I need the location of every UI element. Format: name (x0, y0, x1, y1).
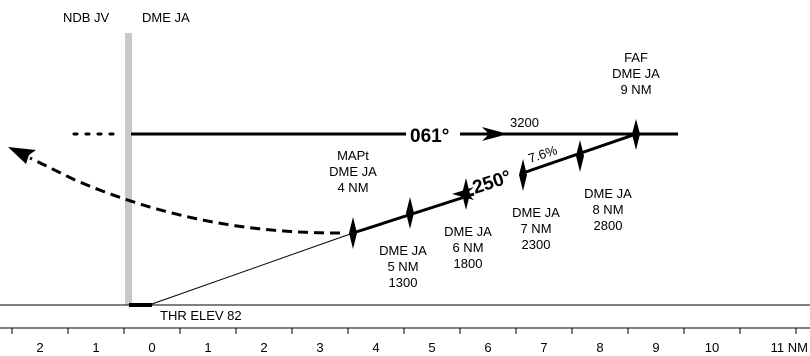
fix-5nm-distance: 5 NM (387, 259, 418, 274)
scale-label: 0 (148, 340, 155, 355)
ndb-label: NDB JV (63, 10, 110, 25)
fix-8nm-altitude: 2800 (594, 218, 623, 233)
fix-6nm-marker-icon (462, 178, 470, 210)
scale-ticks (11, 328, 797, 334)
scale-label: 1 (204, 340, 211, 355)
mapt-marker-icon (349, 217, 357, 249)
fix-6nm-altitude: 1800 (454, 256, 483, 271)
mapt-station: DME JA (329, 164, 377, 179)
scale-label: 8 (596, 340, 603, 355)
scale-label: 3 (316, 340, 323, 355)
scale-label: 9 (652, 340, 659, 355)
mapt-title: MAPt (337, 148, 369, 163)
dme-label: DME JA (142, 10, 190, 25)
faf-station: DME JA (612, 66, 660, 81)
faf-distance: 9 NM (620, 82, 651, 97)
fix-8nm-station: DME JA (584, 186, 632, 201)
missed-approach-path (29, 156, 341, 235)
thin-path-to-threshold (151, 232, 354, 305)
fix-6nm-station: DME JA (444, 224, 492, 239)
scale-label: 2 (260, 340, 267, 355)
fix-7nm-marker-icon (519, 159, 527, 191)
fix-5nm-altitude: 1300 (389, 275, 418, 290)
outbound-course-label: 250° (470, 167, 514, 199)
scale-label: 6 (484, 340, 491, 355)
track-arrow-icon (482, 127, 508, 141)
threshold-elevation-label: THR ELEV 82 (160, 308, 242, 323)
scale-label: 7 (540, 340, 547, 355)
altitude-3200-label: 3200 (510, 115, 539, 130)
scale-label: 2 (36, 340, 43, 355)
scale-label: 5 (428, 340, 435, 355)
fix-7nm-altitude: 2300 (522, 237, 551, 252)
scale-label: 10 (705, 340, 719, 355)
fix-6nm-distance: 6 NM (452, 240, 483, 255)
scale-label: 4 (372, 340, 379, 355)
fix-5nm-marker-icon (406, 197, 414, 229)
missed-approach-arrow-icon (8, 147, 36, 164)
scale-label: 1 (92, 340, 99, 355)
mapt-distance: 4 NM (337, 180, 368, 195)
scale-label-units: 11 NM (771, 340, 808, 355)
fix-7nm-station: DME JA (512, 205, 560, 220)
station-vertical-bar (125, 33, 132, 305)
faf-title: FAF (624, 50, 648, 65)
inbound-course-label: 061° (410, 126, 449, 147)
fix-8nm-marker-icon (576, 140, 584, 172)
fix-7nm-distance: 7 NM (520, 221, 551, 236)
fix-5nm-station: DME JA (379, 243, 427, 258)
fix-8nm-distance: 8 NM (592, 202, 623, 217)
